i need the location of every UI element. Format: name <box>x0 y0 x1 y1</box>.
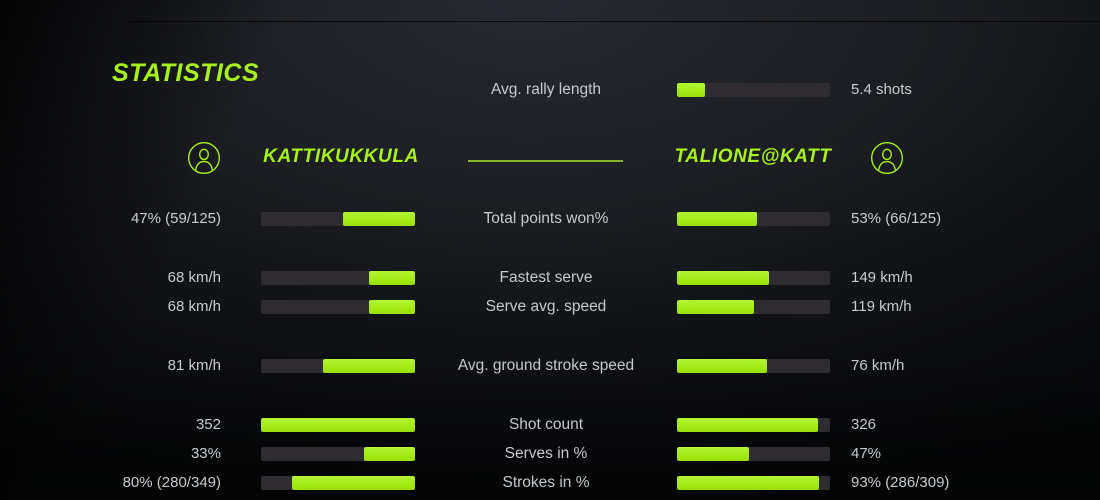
right-bar-fill <box>677 475 820 490</box>
right-bar-track <box>677 358 830 373</box>
left-bar-track <box>261 299 415 314</box>
stat-label: Total points won% <box>483 209 609 227</box>
person-icon <box>870 141 904 175</box>
stat-row: 352 Shot count 326 <box>0 410 1100 439</box>
left-bar-track <box>261 475 415 490</box>
left-player-bar <box>261 270 415 285</box>
right-player-bar <box>677 270 830 285</box>
avg-rally-row: Avg. rally length 5.4 shots <box>0 75 1100 104</box>
stat-row: 33% Serves in % 47% <box>0 439 1100 468</box>
right-player-value: 93% (286/309) <box>851 474 950 491</box>
right-bar-fill <box>677 358 768 373</box>
left-player-value: 352 <box>195 416 221 433</box>
left-player-value: 33% <box>190 445 221 462</box>
left-player-bar <box>261 417 415 432</box>
right-bar-track <box>677 299 830 314</box>
stat-row: 47% (59/125) Total points won% 53% (66/1… <box>0 204 1100 233</box>
stats-rows: 47% (59/125) Total points won% 53% (66/1… <box>0 204 1100 497</box>
left-bar-fill <box>364 446 415 461</box>
left-player-value: 68 km/h <box>167 269 221 286</box>
right-player-bar <box>677 299 830 314</box>
right-player-value: 53% (66/125) <box>851 210 942 227</box>
right-player-value: 119 km/h <box>851 298 912 315</box>
left-player-value: 47% (59/125) <box>130 210 221 227</box>
stat-row: 80% (280/349) Strokes in % 93% (286/309) <box>0 468 1100 497</box>
page-title: STATISTICS <box>112 58 260 87</box>
stat-row: 68 km/h Serve avg. speed 119 km/h <box>0 292 1100 321</box>
right-bar-fill <box>677 299 754 314</box>
right-bar-track <box>677 270 830 285</box>
stat-label: Strokes in % <box>502 473 590 491</box>
right-bar-fill <box>677 446 749 461</box>
top-divider-line <box>130 21 1100 22</box>
left-bar-track <box>261 211 415 226</box>
avg-rally-label: Avg. rally length <box>491 80 601 98</box>
right-player-value: 76 km/h <box>851 357 905 374</box>
right-player-value: 326 <box>851 416 877 433</box>
right-player-bar <box>677 417 830 432</box>
right-player-bar <box>677 475 830 490</box>
right-player-value: 47% <box>851 445 882 462</box>
right-player-bar <box>677 446 830 461</box>
stat-label: Fastest serve <box>499 268 593 286</box>
right-bar-track <box>677 211 830 226</box>
right-bar-track <box>677 446 830 461</box>
players-divider-line <box>468 160 623 162</box>
player-left-name: KATTIKUKKULA <box>263 146 419 167</box>
right-bar-fill <box>677 270 769 285</box>
right-bar-fill <box>677 211 757 226</box>
left-player-bar <box>261 446 415 461</box>
left-bar-fill <box>368 299 415 314</box>
players-header: KATTIKUKKULA TALIONE@KATT <box>0 140 1100 178</box>
left-bar-track <box>261 417 415 432</box>
right-player-bar <box>677 358 830 373</box>
stat-label: Shot count <box>508 415 584 433</box>
left-player-bar <box>261 475 415 490</box>
left-bar-track <box>261 270 415 285</box>
left-bar-track <box>261 446 415 461</box>
avg-rally-bar-track <box>677 82 830 97</box>
stat-label: Serves in % <box>504 444 588 462</box>
left-bar-track <box>261 358 415 373</box>
left-player-value: 68 km/h <box>167 298 221 315</box>
right-bar-track <box>677 417 830 432</box>
avg-rally-value: 5.4 shots <box>851 81 912 98</box>
rally-bar-fill <box>677 82 705 97</box>
person-icon <box>187 141 221 175</box>
left-player-bar <box>261 299 415 314</box>
right-player-value: 149 km/h <box>851 269 913 286</box>
right-player-bar <box>677 211 830 226</box>
left-bar-fill <box>342 211 415 226</box>
stat-label: Serve avg. speed <box>485 297 607 315</box>
right-bar-fill <box>677 417 818 432</box>
left-player-value: 81 km/h <box>167 357 221 374</box>
stat-row: 81 km/h Avg. ground stroke speed 76 km/h <box>0 351 1100 380</box>
left-bar-fill <box>368 270 415 285</box>
left-player-bar <box>261 358 415 373</box>
right-bar-track <box>677 475 830 490</box>
left-player-value: 80% (280/349) <box>122 474 221 491</box>
left-bar-fill <box>261 417 415 432</box>
left-player-bar <box>261 211 415 226</box>
left-bar-fill <box>291 475 415 490</box>
player-right-name: TALIONE@KATT <box>674 146 832 167</box>
stat-label: Avg. ground stroke speed <box>457 356 635 374</box>
stat-row: 68 km/h Fastest serve 149 km/h <box>0 263 1100 292</box>
avg-rally-bar <box>677 82 830 97</box>
left-bar-fill <box>322 358 415 373</box>
